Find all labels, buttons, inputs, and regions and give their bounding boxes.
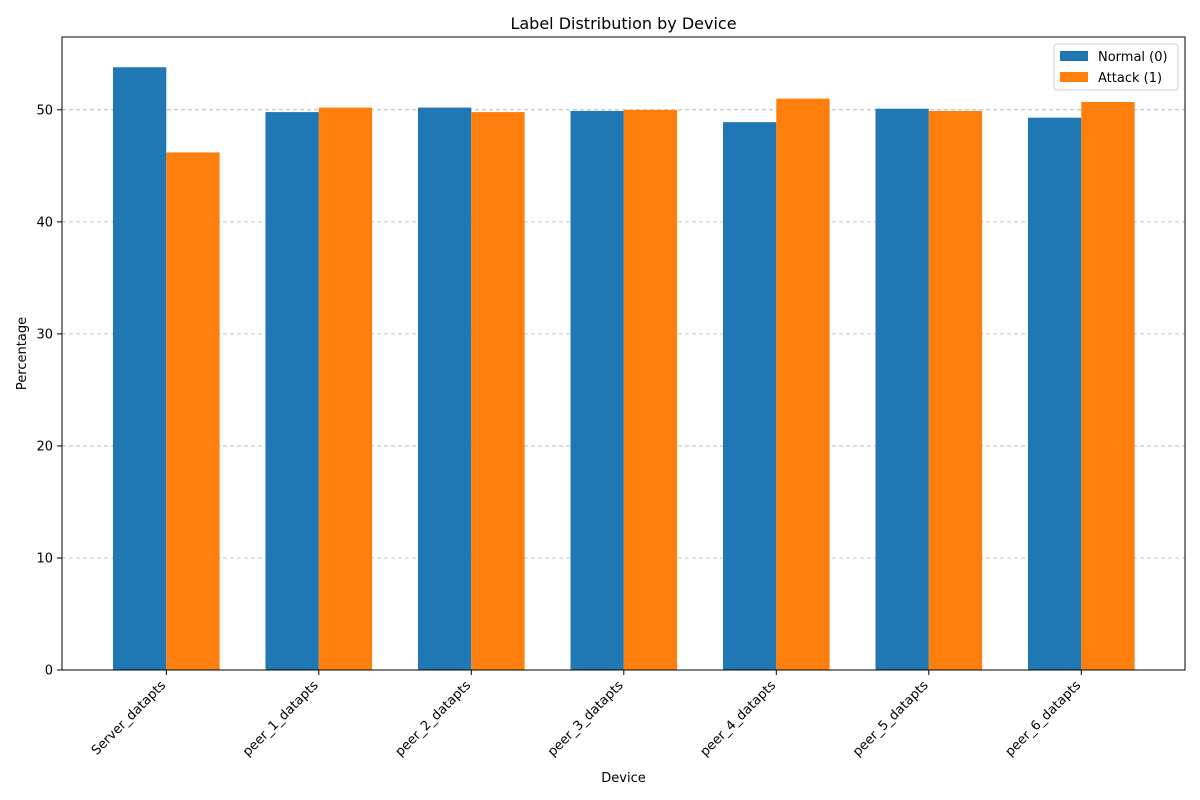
bar-attack [928, 110, 983, 670]
x-tick-label: peer_6_datapts [1003, 678, 1085, 760]
y-axis: 0 10 20 30 40 50 [36, 103, 62, 679]
legend-swatch [1060, 51, 1088, 61]
bar-normal [875, 108, 929, 671]
x-axis: Server_datapts peer_1_datapts peer_2_datap… [89, 670, 1084, 760]
bar-attack [623, 109, 678, 671]
y-tick-label: 30 [36, 327, 53, 342]
legend-label: Attack (1) [1098, 71, 1162, 86]
chart-title: Label Distribution by Device [510, 14, 736, 33]
bar-normal [570, 110, 624, 670]
y-axis-label: Percentage [15, 317, 30, 390]
x-tick-label: peer_5_datapts [850, 678, 932, 760]
x-axis-label: Device [601, 771, 645, 786]
bar-normal [723, 122, 777, 670]
legend-label: Normal (0) [1098, 50, 1168, 65]
bars [113, 67, 1135, 671]
x-tick-label: peer_3_datapts [545, 678, 627, 760]
x-tick-label: Server_datapts [89, 678, 169, 758]
legend-swatch [1060, 72, 1088, 82]
bar-attack [471, 112, 525, 670]
y-tick-label: 0 [45, 664, 53, 679]
x-tick-label: peer_2_datapts [393, 678, 475, 760]
x-tick-label: peer_4_datapts [698, 678, 780, 760]
bar-attack [166, 152, 220, 670]
y-tick-label: 20 [36, 439, 53, 454]
x-tick-label: peer_1_datapts [240, 678, 322, 760]
bar-normal [265, 112, 319, 670]
bar-attack [776, 98, 830, 671]
y-tick-label: 40 [36, 215, 53, 230]
bar-normal [113, 67, 167, 670]
y-tick-label: 10 [36, 551, 53, 566]
bar-attack [1081, 101, 1135, 670]
y-tick-label: 50 [36, 103, 53, 118]
bar-attack [318, 107, 373, 671]
bar-normal [1028, 117, 1082, 671]
legend: Normal (0) Attack (1) [1053, 43, 1179, 91]
bar-normal [418, 107, 472, 671]
